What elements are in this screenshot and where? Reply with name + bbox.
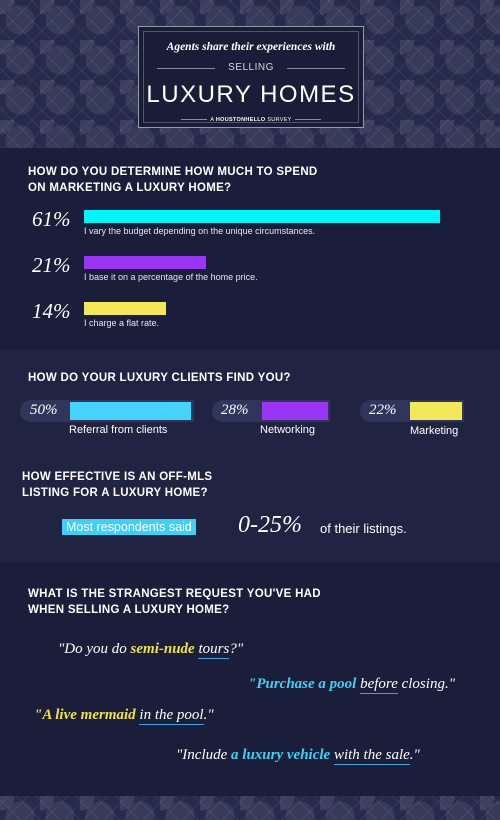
request-quote: "Include a luxury vehicle with the sale.… [176, 747, 420, 765]
client-label: Referral from clients [69, 424, 168, 436]
budget-percent: 14% [32, 299, 71, 323]
budget-caption: I charge a flat rate. [84, 318, 160, 328]
budget-caption: I base it on a percentage of the home pr… [84, 272, 258, 282]
budget-bar [84, 302, 166, 315]
client-percent: 28% [221, 402, 249, 418]
client-stat: 50% [20, 400, 194, 422]
mls-tail-text: of their listings. [320, 521, 407, 536]
header-title-box: Agents share their experiences with SELL… [138, 26, 364, 128]
budget-percent: 21% [32, 253, 71, 277]
section-requests [0, 562, 500, 796]
budget-bar [84, 256, 206, 269]
request-quote: "Do you do semi-nude tours?" [58, 641, 244, 659]
budget-bar [84, 210, 440, 223]
request-quote: "Purchase a pool before closing." [248, 676, 455, 694]
header-tagline: Agents share their experiences with [166, 41, 336, 53]
budget-percent: 61% [32, 207, 71, 231]
budget-question: HOW DO YOU DETERMINE HOW MUCH TO SPEND O… [28, 166, 318, 194]
client-stat: 28% [212, 400, 330, 422]
divider [287, 68, 345, 69]
header-selling: SELLING [228, 62, 274, 73]
client-stat: 22% [360, 400, 464, 422]
client-percent: 22% [369, 402, 397, 418]
client-bar [70, 402, 191, 420]
mls-range: 0-25% [238, 512, 302, 538]
section-budget [0, 148, 500, 350]
client-label: Marketing [410, 425, 459, 437]
client-bar [410, 402, 462, 420]
header-pattern: Agents share their experiences with SELL… [0, 0, 500, 148]
client-label: Networking [260, 424, 316, 436]
requests-question: WHAT IS THE STRANGEST REQUEST YOU'VE HAD… [28, 588, 321, 616]
footer-pattern [0, 796, 500, 820]
header-survey-credit: A HOUSTONHELLO SURVEY [139, 117, 363, 123]
mls-question: HOW EFFECTIVE IS AN OFF-MLS LISTING FOR … [22, 471, 213, 499]
budget-caption: I vary the budget depending on the uniqu… [84, 226, 316, 236]
clients-question: HOW DO YOUR LUXURY CLIENTS FIND YOU? [28, 372, 291, 384]
mls-highlight: Most respondents said [62, 519, 196, 535]
header-title: LUXURY HOMES [146, 81, 356, 108]
request-quote: "A live mermaid in the pool." [34, 707, 214, 725]
client-bar [262, 402, 328, 420]
client-percent: 50% [30, 402, 58, 418]
divider [157, 68, 215, 69]
brand-logo: HOUSTONHELLO [215, 117, 266, 123]
